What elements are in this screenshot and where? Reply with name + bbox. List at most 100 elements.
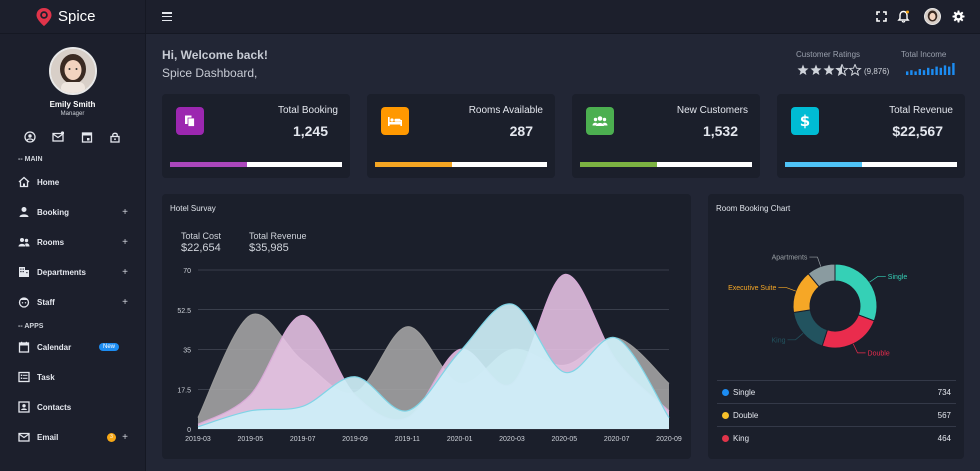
section-label-apps: -- APPS	[18, 323, 44, 330]
stat-card-total-booking: Total Booking 1,245	[162, 94, 350, 178]
sidebar-item-calendar[interactable]: Calendar New	[0, 332, 145, 362]
sidebar-item-contacts[interactable]: Contacts	[0, 392, 145, 422]
user-name: Emily Smith	[49, 100, 96, 109]
income-bar	[931, 69, 934, 75]
donut-slice-double[interactable]	[821, 314, 875, 349]
sidebar-item-label: Calendar	[37, 342, 72, 352]
slice-leader-line	[869, 276, 886, 283]
contacts-icon	[18, 401, 30, 413]
income-bar	[922, 70, 926, 75]
sidebar-item-rooms[interactable]: Rooms +	[0, 227, 145, 257]
dollar-icon: $	[791, 107, 819, 135]
new-badge: New	[98, 343, 119, 351]
card-title: Room Booking Chart	[716, 204, 791, 213]
calendar-icon[interactable]	[81, 130, 93, 143]
plus-icon[interactable]: +	[122, 236, 128, 248]
home-icon	[18, 176, 30, 188]
sidebar-item-email[interactable]: Email 3 +	[0, 422, 145, 452]
income-bar	[952, 63, 955, 75]
sidebar-item-departments[interactable]: Departments +	[0, 257, 145, 287]
total-revenue-label: Total Revenue	[249, 231, 307, 241]
room-booking-donut-chart: Single Double King Executive Suite Apartment…	[728, 255, 908, 358]
calendar-icon	[18, 341, 30, 353]
x-tick-label: 2019-11	[395, 436, 420, 443]
donut-slice-single[interactable]	[834, 263, 878, 322]
brand[interactable]: Spice	[0, 0, 145, 34]
user-role: Manager	[60, 111, 85, 117]
x-tick-label: 2019-09	[342, 436, 368, 443]
donut-slice-king[interactable]	[792, 309, 828, 347]
y-tick-label: 17.5	[177, 387, 191, 394]
sidebar-item-label: Task	[37, 372, 55, 382]
card-title: Hotel Survay	[170, 204, 216, 213]
slice-leader-line	[778, 287, 796, 292]
task-icon	[18, 371, 30, 383]
welcome-heading: Hi, Welcome back!	[162, 48, 268, 62]
sidebar-item-label: Booking	[37, 207, 69, 217]
stat-value: 1,532	[702, 123, 738, 139]
slice-label: Executive Suite	[728, 285, 776, 292]
legend-row: King 464	[717, 426, 956, 449]
slice-label: Single	[888, 274, 908, 281]
y-tick-label: 35	[183, 348, 191, 355]
sidebar-item-home[interactable]: Home	[0, 167, 145, 197]
sidebar-item-booking[interactable]: Booking +	[0, 197, 145, 227]
map-pin-logo-icon	[36, 8, 52, 26]
menu-toggle-icon[interactable]	[162, 12, 172, 22]
user-avatar-icon[interactable]	[924, 8, 941, 25]
avatar[interactable]	[48, 47, 97, 95]
stat-card-total-revenue: $ Total Revenue $22,567	[777, 94, 965, 178]
rating-count: (9,876)	[864, 67, 890, 76]
sidebar-item-label: Home	[37, 177, 60, 187]
bed-icon	[381, 107, 409, 135]
sidebar-item-staff[interactable]: Staff +	[0, 287, 145, 317]
settings-gear-icon[interactable]	[952, 10, 965, 23]
total-income-label: Total Income	[901, 50, 947, 59]
account-circle-icon[interactable]	[24, 130, 36, 143]
stat-card-rooms-available: Rooms Available 287	[367, 94, 555, 178]
slice-leader-line	[852, 343, 866, 354]
room-booking-card: Room Booking Chart Single Double King Execu…	[708, 194, 964, 459]
sidebar-item-label: Email	[37, 432, 59, 442]
sidebar-item-task[interactable]: Task	[0, 362, 145, 392]
sidebar-item-label: Departments	[37, 267, 86, 277]
income-bar	[918, 69, 921, 75]
plus-icon[interactable]: +	[122, 431, 128, 443]
plus-icon[interactable]: +	[122, 266, 128, 278]
hotel-survey-card: Hotel Survay Total Cost $22,654 Total Re…	[162, 194, 691, 459]
staff-icon	[18, 297, 30, 308]
stat-value: 287	[509, 123, 533, 139]
legend-name: Single	[733, 387, 756, 397]
brand-name: Spice	[58, 8, 96, 25]
area-series-3	[198, 303, 669, 429]
legend-dot	[722, 388, 729, 396]
legend-name: Double	[733, 410, 759, 420]
x-tick-label: 2019-03	[185, 436, 211, 443]
plus-icon[interactable]: +	[122, 206, 128, 218]
email-icon	[18, 432, 30, 442]
y-tick-label: 52.5	[177, 308, 191, 315]
slice-leader-line	[787, 333, 804, 341]
slice-label: Apartments	[772, 255, 808, 262]
donut-slice-apartments[interactable]	[807, 263, 836, 288]
rating-stars	[797, 64, 863, 79]
lock-icon[interactable]	[109, 130, 121, 143]
x-tick-label: 2019-07	[290, 436, 316, 443]
income-bar	[935, 66, 938, 75]
x-tick-label: 2020-07	[604, 436, 630, 443]
legend-row: Double 567	[717, 403, 956, 426]
legend-name: King	[733, 433, 750, 443]
topbar	[146, 0, 980, 34]
fullscreen-icon[interactable]	[875, 10, 888, 23]
progress-bar	[375, 162, 547, 167]
legend-dot	[722, 434, 729, 442]
stat-title: New Customers	[676, 105, 748, 116]
mail-icon[interactable]	[52, 130, 65, 142]
plus-icon[interactable]: +	[122, 296, 128, 308]
page-subtitle: Spice Dashboard,	[162, 66, 258, 80]
stat-title: Total Booking	[277, 105, 338, 116]
legend-value: 734	[937, 387, 951, 397]
income-bar	[943, 65, 947, 75]
bell-icon[interactable]	[897, 10, 910, 23]
progress-bar	[170, 162, 342, 167]
